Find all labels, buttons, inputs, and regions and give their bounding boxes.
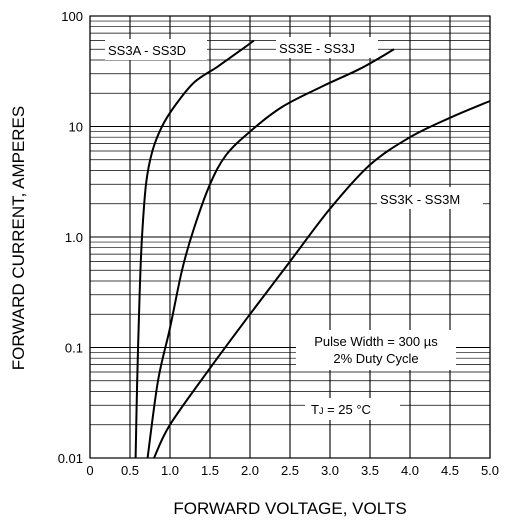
x-tick-label: 3.0 [321,463,339,478]
curves [134,39,491,459]
x-axis-title: FORWARD VOLTAGE, VOLTS [173,499,406,518]
temperature-subscript: J [319,406,324,416]
temperature-value: = 25 °C [323,402,370,417]
temperature-annotation-box [305,398,400,420]
series-label-k: SS3K - SS3M [380,192,460,207]
pulse-annotation-box [296,330,456,370]
x-tick-label: 4.5 [441,463,459,478]
y-tick-label: 100 [61,9,83,24]
y-tick-label: 0.1 [65,341,83,356]
x-tick-label: 5.0 [481,463,499,478]
series-label-e: SS3E - SS3J [279,41,355,56]
plot-frame [89,15,491,459]
y-axis-title: FORWARD CURRENT, AMPERES [9,106,28,370]
x-tick-label: 4.0 [401,463,419,478]
series-label-a: SS3A - SS3D [108,43,186,58]
series-label-e-box [276,37,378,58]
x-tick-label: 0 [86,463,93,478]
x-tick-label: 1.0 [161,463,179,478]
x-tick-label: 0.5 [121,463,139,478]
x-tick-label: 2.5 [281,463,299,478]
x-tick-labels: 0 0.5 1.0 1.5 2.0 2.5 3.0 3.5 4.0 4.5 5.0 [86,463,499,478]
temperature-t: T [311,402,319,417]
x-tick-label: 3.5 [361,463,379,478]
series-ss3k-ss3m-line [153,100,491,459]
y-tick-label: 0.01 [58,451,83,466]
duty-cycle-label: 2% Duty Cycle [333,351,418,366]
y-tick-labels: 0.01 0.1 1.0 10 100 [58,9,83,466]
series-ss3e-ss3j-line [146,48,395,459]
temperature-label: TJ = 25 °C [311,402,371,417]
x-tick-label: 1.5 [201,463,219,478]
series-label-k-box [377,187,483,209]
y-tick-label: 10 [69,120,83,135]
pulse-width-label: Pulse Width = 300 µs [314,334,438,349]
series-ss3a-ss3d-line [134,39,255,459]
y-tick-label: 1.0 [65,230,83,245]
x-tick-label: 2.0 [241,463,259,478]
series-label-a-box [105,39,207,60]
